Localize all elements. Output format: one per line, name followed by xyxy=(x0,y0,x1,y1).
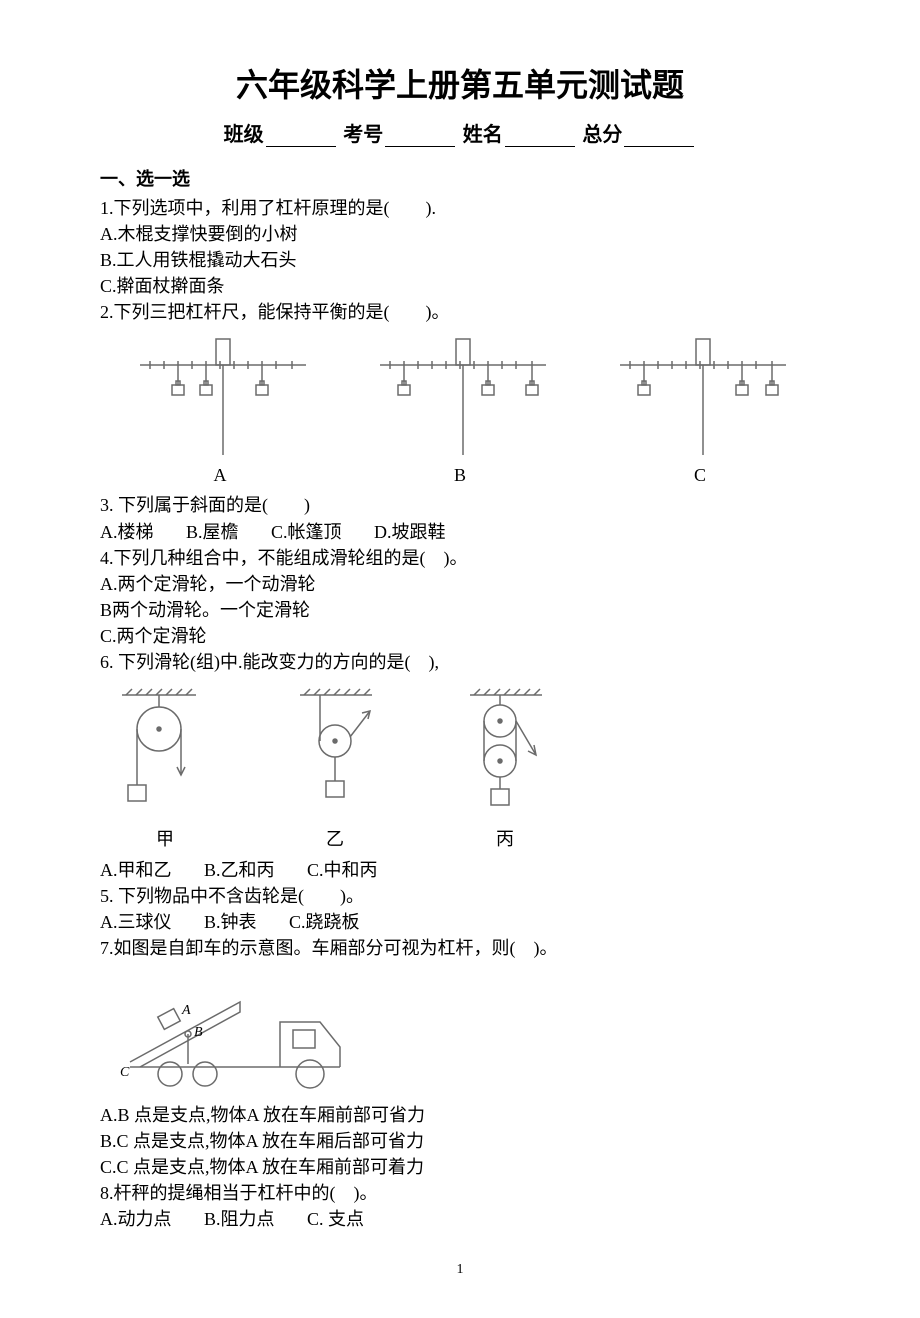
q6-figure-b: 乙 xyxy=(280,685,390,851)
q2-figure-a: A xyxy=(120,335,320,486)
pulley-bing-icon xyxy=(450,685,560,815)
q2-label-c: C xyxy=(600,465,800,486)
examno-label: 考号 xyxy=(343,124,383,146)
q3-optB: B.屋檐 xyxy=(186,519,239,545)
q2-figure-c: C xyxy=(600,335,800,486)
svg-text:B: B xyxy=(194,1025,203,1040)
q1-optB: B.工人用铁棍撬动大石头 xyxy=(100,247,820,273)
q4-optB: B两个动滑轮。一个定滑轮 xyxy=(100,597,820,623)
q3-text: 3. 下列属于斜面的是( ) xyxy=(100,492,820,518)
q8-optA: A.动力点 xyxy=(100,1206,172,1232)
total-label: 总分 xyxy=(582,124,622,146)
total-blank[interactable] xyxy=(624,125,694,147)
q7-figure: A B C xyxy=(110,972,820,1092)
q8-optC: C. 支点 xyxy=(307,1206,364,1232)
q2-figures: A B xyxy=(100,335,820,486)
q4-optC: C.两个定滑轮 xyxy=(100,623,820,649)
q7-optB: B.C 点是支点,物体A 放在车厢后部可省力 xyxy=(100,1128,820,1154)
q7-optC: C.C 点是支点,物体A 放在车厢前部可着力 xyxy=(100,1154,820,1180)
q6-optC: C.中和丙 xyxy=(307,857,378,883)
q7-optA: A.B 点是支点,物体A 放在车厢前部可省力 xyxy=(100,1102,820,1128)
lever-b-icon xyxy=(360,335,560,455)
examno-blank[interactable] xyxy=(385,125,455,147)
q6-figure-a: 甲 xyxy=(110,685,220,851)
q3-options: A.楼梯 B.屋檐 C.帐篷顶 D.坡跟鞋 xyxy=(100,519,820,545)
q5-optC: C.跷跷板 xyxy=(289,909,360,935)
q3-optA: A.楼梯 xyxy=(100,519,154,545)
q6-text: 6. 下列滑轮(组)中.能改变力的方向的是( ), xyxy=(100,649,820,675)
q6-options: A.甲和乙 B.乙和丙 C.中和丙 xyxy=(100,857,820,883)
q2-text: 2.下列三把杠杆尺，能保持平衡的是( )。 xyxy=(100,299,820,325)
q1-optA: A.木棍支撑快要倒的小树 xyxy=(100,221,820,247)
q6-label-c: 丙 xyxy=(450,825,560,851)
q5-optB: B.钟表 xyxy=(204,909,257,935)
lever-a-icon xyxy=(120,335,320,455)
q3-optC: C.帐篷顶 xyxy=(271,519,342,545)
q6-optA: A.甲和乙 xyxy=(100,857,172,883)
q8-options: A.动力点 B.阻力点 C. 支点 xyxy=(100,1206,820,1232)
name-label: 姓名 xyxy=(463,124,503,146)
header-fields: 班级 考号 姓名 总分 xyxy=(100,118,820,147)
q5-options: A.三球仪 B.钟表 C.跷跷板 xyxy=(100,909,820,935)
svg-text:C: C xyxy=(120,1065,130,1080)
q1-optC: C.擀面杖擀面条 xyxy=(100,273,820,299)
q4-text: 4.下列几种组合中，不能组成滑轮组的是( )。 xyxy=(100,545,820,571)
q2-label-a: A xyxy=(120,465,320,486)
q6-figures: 甲 乙 xyxy=(100,685,820,851)
q6-label-a: 甲 xyxy=(110,825,220,851)
q6-optB: B.乙和丙 xyxy=(204,857,275,883)
class-label: 班级 xyxy=(224,124,264,146)
q1-text: 1.下列选项中，利用了杠杆原理的是( ). xyxy=(100,195,820,221)
pulley-jia-icon xyxy=(110,685,220,815)
q7-text: 7.如图是自卸车的示意图。车厢部分可视为杠杆，则( )。 xyxy=(100,935,820,961)
lever-c-icon xyxy=(600,335,800,455)
q2-figure-b: B xyxy=(360,335,560,486)
q2-label-b: B xyxy=(360,465,560,486)
class-blank[interactable] xyxy=(266,125,336,147)
svg-text:A: A xyxy=(181,1003,191,1018)
q5-text: 5. 下列物品中不含齿轮是( )。 xyxy=(100,883,820,909)
q6-label-b: 乙 xyxy=(280,825,390,851)
dumptruck-icon: A B C xyxy=(110,972,370,1092)
page-number: 1 xyxy=(100,1262,820,1278)
q8-optB: B.阻力点 xyxy=(204,1206,275,1232)
page-title: 六年级科学上册第五单元测试题 xyxy=(100,60,820,106)
q6-figure-c: 丙 xyxy=(450,685,560,851)
q5-optA: A.三球仪 xyxy=(100,909,172,935)
q8-text: 8.杆秤的提绳相当于杠杆中的( )。 xyxy=(100,1180,820,1206)
q3-optD: D.坡跟鞋 xyxy=(374,519,446,545)
name-blank[interactable] xyxy=(505,125,575,147)
section-heading: 一、选一选 xyxy=(100,165,820,191)
pulley-yi-icon xyxy=(280,685,390,815)
q4-optA: A.两个定滑轮，一个动滑轮 xyxy=(100,571,820,597)
